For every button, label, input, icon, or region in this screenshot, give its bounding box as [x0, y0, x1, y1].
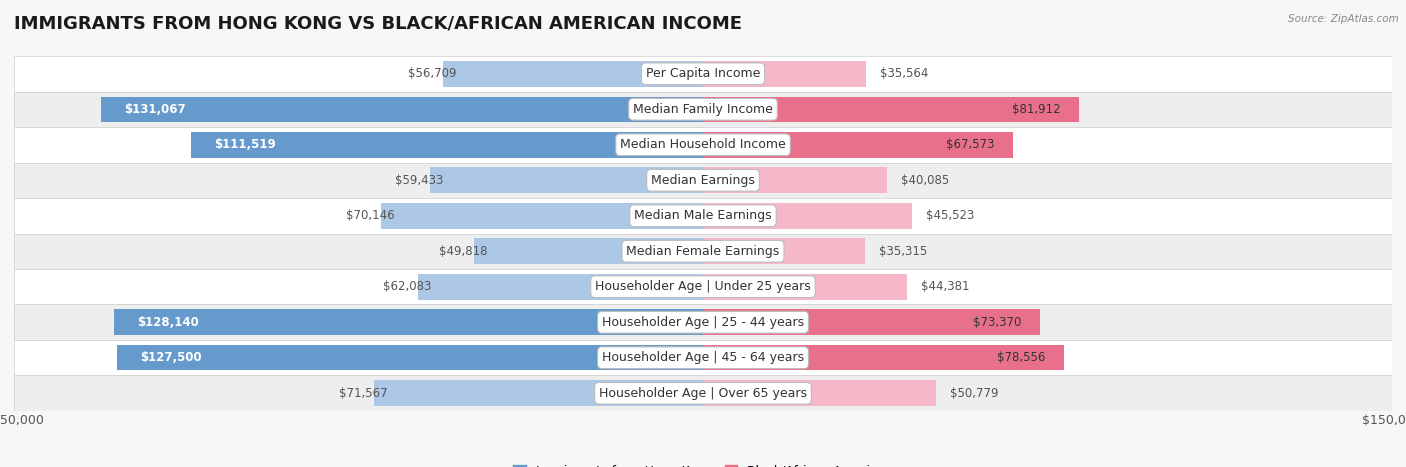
Bar	[14, 163, 1392, 198]
Text: Median Household Income: Median Household Income	[620, 138, 786, 151]
Text: $71,567: $71,567	[339, 387, 388, 400]
Text: $35,315: $35,315	[879, 245, 927, 258]
Text: Median Family Income: Median Family Income	[633, 103, 773, 116]
Bar	[14, 269, 1392, 304]
Text: $131,067: $131,067	[124, 103, 186, 116]
Bar	[14, 234, 1392, 269]
Text: $70,146: $70,146	[346, 209, 395, 222]
Text: $73,370: $73,370	[973, 316, 1022, 329]
Text: $81,912: $81,912	[1012, 103, 1062, 116]
Text: $59,433: $59,433	[395, 174, 444, 187]
Text: $49,818: $49,818	[440, 245, 488, 258]
Bar	[381, 203, 703, 228]
Legend: Immigrants from Hong Kong, Black/African American: Immigrants from Hong Kong, Black/African…	[508, 460, 898, 467]
Bar	[474, 239, 703, 264]
Bar	[14, 56, 1392, 92]
Bar	[14, 127, 1392, 163]
Text: $56,709: $56,709	[408, 67, 457, 80]
Bar	[14, 340, 1392, 375]
Bar	[443, 61, 703, 86]
Bar	[703, 132, 1014, 157]
Bar	[430, 168, 703, 193]
Bar	[703, 381, 936, 406]
Bar	[117, 345, 703, 370]
Bar	[703, 61, 866, 86]
Bar	[114, 310, 703, 335]
Text: Per Capita Income: Per Capita Income	[645, 67, 761, 80]
Text: $35,564: $35,564	[880, 67, 928, 80]
Text: $111,519: $111,519	[214, 138, 276, 151]
Text: Source: ZipAtlas.com: Source: ZipAtlas.com	[1288, 14, 1399, 24]
Bar	[14, 92, 1392, 127]
Text: Householder Age | Over 65 years: Householder Age | Over 65 years	[599, 387, 807, 400]
Bar	[703, 274, 907, 299]
Bar	[14, 198, 1392, 234]
Text: Median Earnings: Median Earnings	[651, 174, 755, 187]
Bar	[703, 310, 1040, 335]
Text: $128,140: $128,140	[138, 316, 200, 329]
Bar	[374, 381, 703, 406]
Text: $127,500: $127,500	[141, 351, 202, 364]
Bar	[14, 375, 1392, 411]
Bar	[418, 274, 703, 299]
Bar	[703, 168, 887, 193]
Bar	[191, 132, 703, 157]
Bar	[703, 97, 1080, 122]
Text: Householder Age | Under 25 years: Householder Age | Under 25 years	[595, 280, 811, 293]
Bar	[14, 304, 1392, 340]
Text: $67,573: $67,573	[946, 138, 995, 151]
Text: $40,085: $40,085	[901, 174, 949, 187]
Text: IMMIGRANTS FROM HONG KONG VS BLACK/AFRICAN AMERICAN INCOME: IMMIGRANTS FROM HONG KONG VS BLACK/AFRIC…	[14, 14, 742, 32]
Text: $45,523: $45,523	[927, 209, 974, 222]
Text: $62,083: $62,083	[384, 280, 432, 293]
Bar	[703, 239, 865, 264]
Text: Median Female Earnings: Median Female Earnings	[627, 245, 779, 258]
Text: $50,779: $50,779	[950, 387, 998, 400]
Bar	[703, 203, 912, 228]
Text: Householder Age | 45 - 64 years: Householder Age | 45 - 64 years	[602, 351, 804, 364]
Text: Householder Age | 25 - 44 years: Householder Age | 25 - 44 years	[602, 316, 804, 329]
Bar	[101, 97, 703, 122]
Text: Median Male Earnings: Median Male Earnings	[634, 209, 772, 222]
Text: $44,381: $44,381	[921, 280, 969, 293]
Text: $78,556: $78,556	[997, 351, 1046, 364]
Bar	[703, 345, 1064, 370]
